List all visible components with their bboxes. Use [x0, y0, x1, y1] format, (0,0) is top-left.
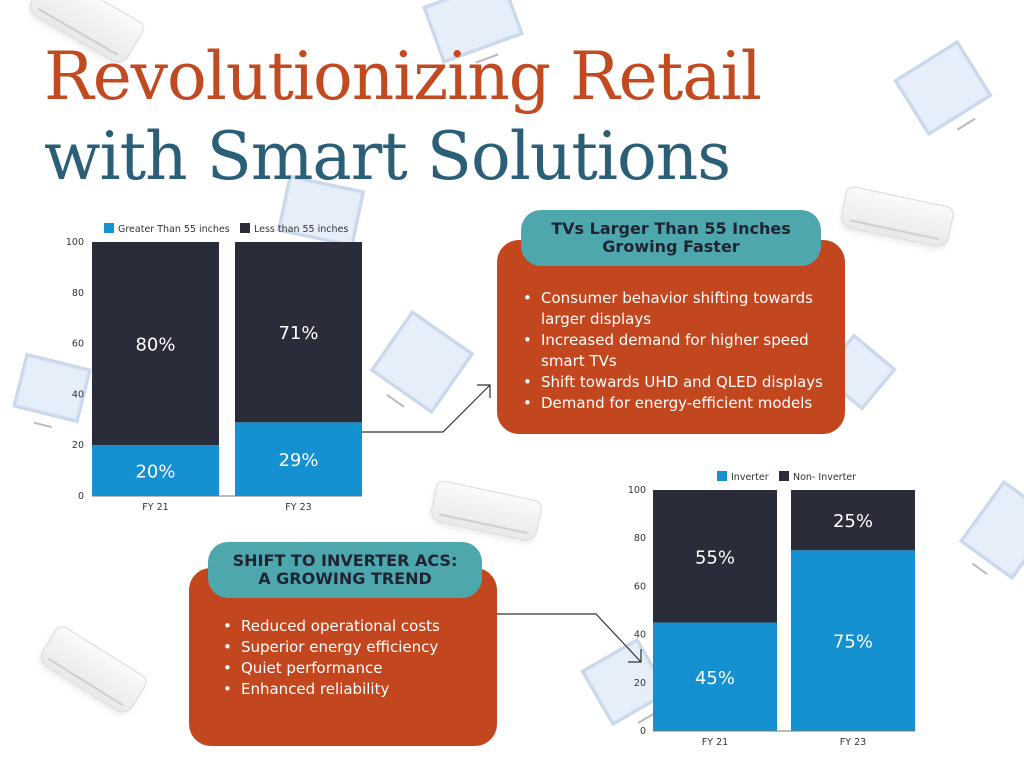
- bar-segment: [653, 622, 777, 731]
- television-illustration: [369, 309, 475, 415]
- y-tick-label: 0: [78, 491, 84, 502]
- bar-segment: [791, 550, 915, 731]
- x-tick-label: FY 23: [840, 737, 866, 748]
- x-tick-label: FY 21: [702, 737, 728, 748]
- list-item: Reduced operational costs: [219, 616, 455, 637]
- list-item: Shift towards UHD and QLED displays: [519, 372, 837, 393]
- data-label: 80%: [135, 335, 175, 356]
- data-label: 29%: [278, 450, 318, 471]
- ac-heading-pill: SHIFT TO INVERTER ACS: A GROWING TREND: [208, 542, 482, 598]
- y-tick-label: 60: [634, 581, 646, 592]
- tv-insights-list: Consumer behavior shifting towards large…: [519, 288, 837, 414]
- bar-segment: [92, 242, 219, 446]
- data-label: 45%: [695, 668, 735, 689]
- bar-segment: [235, 422, 362, 496]
- legend-swatch: [240, 223, 250, 233]
- data-label: 55%: [695, 547, 735, 568]
- television-illustration: [893, 39, 993, 137]
- bar-segment: [92, 445, 219, 496]
- air-conditioner-illustration: [838, 185, 956, 249]
- bar-segment: [235, 242, 362, 423]
- legend-label: Less than 55 inches: [254, 224, 348, 235]
- page-title-line-1: Revolutionizing Retail: [44, 38, 762, 115]
- y-tick-label: 20: [634, 678, 646, 689]
- ac-heading-line-2: A GROWING TREND: [258, 569, 432, 588]
- y-tick-label: 100: [628, 485, 646, 496]
- x-tick-label: FY 21: [142, 502, 168, 513]
- legend-swatch: [104, 223, 114, 233]
- bar-segment: [653, 490, 777, 623]
- y-tick-label: 60: [72, 339, 84, 350]
- y-tick-label: 80: [634, 533, 646, 544]
- tv-heading-line-1: TVs Larger Than 55 Inches: [551, 219, 791, 238]
- list-item: Demand for energy-efficient models: [519, 393, 837, 414]
- data-label: 20%: [135, 462, 175, 483]
- tv-insights-box: Consumer behavior shifting towards large…: [497, 240, 845, 434]
- tv-heading-pill: TVs Larger Than 55 Inches Growing Faster: [521, 210, 821, 266]
- y-tick-label: 0: [640, 726, 646, 737]
- ac-insights-list: Reduced operational costs Superior energ…: [219, 616, 455, 700]
- tv-connector-arrowhead: [477, 384, 491, 398]
- legend-label: Greater Than 55 inches: [118, 224, 230, 235]
- list-item: Increased demand for higher speed smart …: [519, 330, 837, 372]
- legend-label: Inverter: [731, 472, 769, 483]
- list-item: Superior energy efficiency: [219, 637, 455, 658]
- data-label: 71%: [278, 323, 318, 344]
- y-tick-label: 100: [66, 237, 84, 248]
- list-item: Consumer behavior shifting towards large…: [519, 288, 837, 330]
- legend-label: Non- Inverter: [793, 472, 856, 483]
- air-conditioner-illustration: [36, 623, 150, 717]
- x-tick-label: FY 23: [285, 502, 311, 513]
- data-label: 75%: [833, 632, 873, 653]
- page-title-line-2: with Smart Solutions: [44, 118, 731, 195]
- list-item: Quiet performance: [219, 658, 455, 679]
- bar-segment: [791, 490, 915, 551]
- y-tick-label: 80: [72, 288, 84, 299]
- legend-swatch: [779, 471, 789, 481]
- ac-heading-line-1: SHIFT TO INVERTER ACS:: [232, 551, 458, 570]
- y-tick-label: 40: [634, 630, 646, 641]
- legend-swatch: [717, 471, 727, 481]
- y-tick-label: 20: [72, 440, 84, 451]
- air-conditioner-illustration: [428, 479, 544, 543]
- tv-size-chart: Greater Than 55 inches Less than 55 inche…: [66, 223, 362, 513]
- television-illustration: [958, 479, 1024, 581]
- data-label: 25%: [833, 511, 873, 532]
- tv-heading-line-2: Growing Faster: [602, 237, 740, 256]
- y-tick-label: 40: [72, 389, 84, 400]
- inverter-ac-chart: Inverter Non- Inverter 0 20 40 60 80 100 45% 55% F…: [628, 471, 915, 748]
- list-item: Enhanced reliability: [219, 679, 455, 700]
